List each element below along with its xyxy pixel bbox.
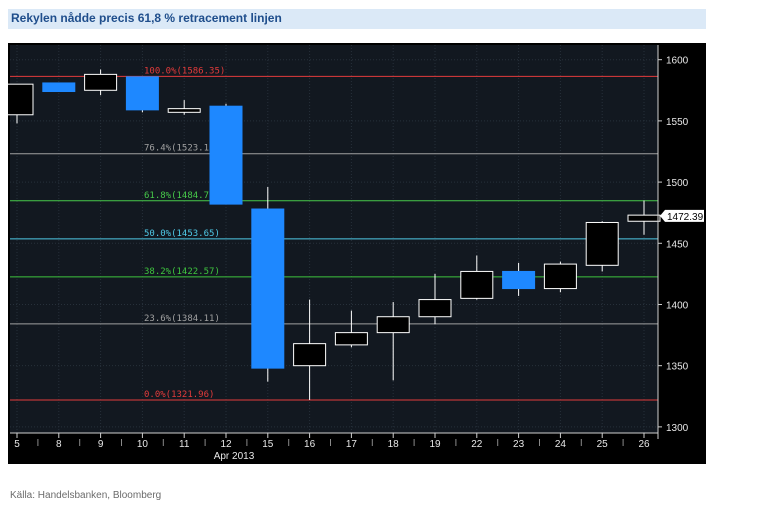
candle-body	[8, 83, 34, 116]
x-tick-label: 5	[14, 439, 20, 450]
retracement-label: 76.4%(1523.19)	[144, 144, 220, 154]
candle	[334, 310, 368, 348]
candle-body	[502, 270, 536, 290]
x-tick-label: 9	[98, 439, 104, 450]
retracement-label: 50.0%(1453.65)	[144, 229, 220, 239]
y-tick-label: 1500	[666, 178, 689, 189]
candle-body	[418, 299, 452, 318]
source-note: Källa: Handelsbanken, Bloomberg	[10, 490, 162, 501]
candle-body	[251, 208, 285, 369]
x-tick-label: 8	[56, 439, 62, 450]
candle	[167, 100, 201, 115]
title-bar: Rekylen nådde precis 61,8 % retracement …	[8, 9, 706, 29]
y-tick-label: 1450	[666, 239, 689, 250]
candle-body	[627, 214, 661, 222]
last-price-label: 1472.39	[667, 212, 704, 223]
x-period-label: Apr 2013	[214, 451, 255, 462]
candle	[418, 273, 452, 325]
y-tick-label: 1300	[666, 423, 689, 434]
candle	[585, 221, 619, 272]
candle	[627, 200, 661, 235]
candle-body	[42, 82, 76, 93]
last-price-box	[660, 209, 704, 222]
x-tick-label: 24	[555, 439, 567, 450]
candle	[209, 103, 243, 205]
retracement-label: 38.2%(1422.57)	[144, 267, 220, 277]
candle-body	[543, 263, 577, 290]
chart-title: Rekylen nådde precis 61,8 % retracement …	[11, 11, 282, 25]
retracement-label: 23.6%(1384.11)	[144, 314, 220, 324]
x-tick-label: 22	[471, 439, 483, 450]
x-tick-label: 19	[429, 439, 441, 450]
x-tick-label: 25	[597, 439, 609, 450]
x-tick-label: 11	[179, 439, 190, 450]
retracement-label: 61.8%(1484.73)	[144, 191, 220, 201]
candle	[8, 83, 34, 124]
x-tick-label: 17	[346, 439, 358, 450]
x-tick-label: 12	[220, 439, 232, 450]
candle	[460, 255, 494, 300]
candle-body	[334, 332, 368, 346]
candle	[293, 299, 327, 400]
x-tick-label: 23	[513, 439, 525, 450]
x-tick-label: 18	[388, 439, 400, 450]
y-tick-label: 1600	[666, 56, 689, 67]
candle-body	[167, 108, 201, 113]
y-tick-label: 1400	[666, 300, 689, 311]
candle-body	[460, 270, 494, 299]
retracement-label: 100.0%(1586.35)	[144, 66, 225, 76]
x-tick-label: 10	[137, 439, 149, 450]
candle	[376, 302, 410, 381]
candlestick-chart: 100.0%(1586.35) 76.4%(1523.19) 61.8%(1484.…	[8, 45, 704, 462]
candle-body	[209, 105, 243, 205]
candle-body	[293, 343, 327, 367]
retracement-label: 0.0%(1321.96)	[144, 390, 214, 400]
candle-body	[376, 316, 410, 334]
candle-body	[84, 73, 118, 91]
x-tick-label: 16	[304, 439, 316, 450]
x-tick-label: 26	[638, 439, 650, 450]
candle-body	[585, 221, 619, 266]
candle	[42, 82, 76, 93]
candle	[502, 262, 536, 296]
y-tick-label: 1350	[666, 362, 689, 373]
candle-body	[125, 76, 159, 111]
candle	[125, 76, 159, 113]
y-tick-label: 1550	[666, 117, 689, 128]
candle	[543, 261, 577, 293]
x-tick-label: 15	[262, 439, 274, 450]
candle	[251, 186, 285, 382]
candle	[84, 69, 118, 96]
chart-panel: 100.0%(1586.35) 76.4%(1523.19) 61.8%(1484.…	[8, 43, 706, 464]
